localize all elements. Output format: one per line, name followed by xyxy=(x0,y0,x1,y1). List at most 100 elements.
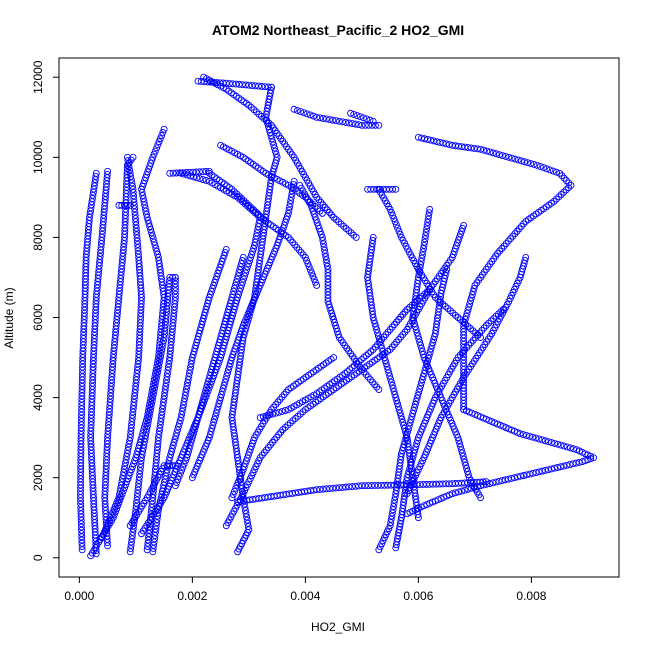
data-point xyxy=(171,435,179,443)
y-tick-label: 12000 xyxy=(31,60,45,94)
data-point xyxy=(250,437,257,444)
data-point xyxy=(362,352,370,359)
data-point xyxy=(249,248,256,255)
data-point xyxy=(355,358,363,365)
data-point xyxy=(116,496,124,504)
data-point xyxy=(163,373,171,381)
data-point xyxy=(464,471,472,479)
data-point xyxy=(208,363,216,371)
data-point xyxy=(239,466,247,474)
data-point xyxy=(151,528,159,536)
data-point xyxy=(378,344,386,352)
data-point xyxy=(239,253,247,261)
data-point xyxy=(181,457,189,465)
data-point xyxy=(430,137,438,145)
data-point xyxy=(372,121,379,129)
data-point xyxy=(243,516,251,524)
data-point xyxy=(424,215,432,223)
data-point xyxy=(189,168,197,176)
data-point xyxy=(316,207,324,215)
data-point xyxy=(244,451,252,459)
data-point xyxy=(191,423,199,431)
data-point xyxy=(216,336,224,343)
data-point xyxy=(499,152,506,159)
data-point xyxy=(548,465,555,473)
data-point xyxy=(188,354,196,361)
data-point xyxy=(415,388,423,396)
data-point xyxy=(381,357,389,365)
data-point xyxy=(342,483,350,491)
data-point xyxy=(190,348,198,355)
data-point xyxy=(316,485,324,493)
data-point xyxy=(541,437,549,445)
data-point xyxy=(237,472,245,480)
data-point xyxy=(517,157,525,165)
data-point xyxy=(132,379,140,387)
data-point xyxy=(154,250,162,258)
data-point xyxy=(158,408,166,416)
data-point xyxy=(135,476,143,484)
data-point xyxy=(186,441,194,449)
data-point xyxy=(426,480,434,488)
data-point xyxy=(391,218,399,226)
data-point xyxy=(412,326,420,334)
data-point xyxy=(173,479,181,487)
data-point xyxy=(139,192,147,200)
data-point xyxy=(412,397,420,405)
data-point xyxy=(387,515,395,523)
data-point xyxy=(328,310,336,317)
data-point xyxy=(133,496,141,504)
data-point xyxy=(456,351,464,359)
data-point xyxy=(131,205,139,213)
data-point xyxy=(560,188,568,196)
data-point xyxy=(297,108,304,116)
data-point xyxy=(160,395,168,403)
data-point xyxy=(374,329,381,337)
data-point xyxy=(112,508,119,516)
data-point xyxy=(361,482,369,490)
data-point xyxy=(77,510,85,518)
data-point xyxy=(116,491,123,498)
data-point xyxy=(202,306,210,313)
data-point xyxy=(289,184,297,192)
data-point xyxy=(244,318,252,326)
data-point xyxy=(243,454,251,462)
data-point xyxy=(560,174,568,182)
data-point xyxy=(128,414,136,422)
data-point xyxy=(320,240,327,248)
data-point xyxy=(182,385,190,393)
data-point xyxy=(199,168,207,176)
data-point xyxy=(78,539,86,547)
data-point xyxy=(482,322,490,329)
data-point xyxy=(449,251,457,258)
data-point xyxy=(279,224,287,232)
data-point xyxy=(157,418,165,426)
data-point xyxy=(177,414,185,422)
data-point xyxy=(311,278,319,286)
data-point xyxy=(146,406,154,414)
data-point xyxy=(188,474,196,482)
data-point xyxy=(235,333,243,341)
data-point xyxy=(208,366,216,374)
data-point xyxy=(216,397,224,405)
data-point xyxy=(148,497,156,505)
data-point xyxy=(155,362,163,370)
data-point xyxy=(155,427,163,435)
data-point xyxy=(198,399,206,407)
x-tick-label: 0.008 xyxy=(516,589,546,603)
x-tick-label: 0.006 xyxy=(403,589,433,603)
data-point xyxy=(126,201,134,209)
data-point xyxy=(313,219,321,227)
data-point xyxy=(255,211,263,218)
data-point xyxy=(418,134,425,142)
data-point xyxy=(200,393,208,401)
data-point xyxy=(192,420,200,428)
data-point xyxy=(442,269,450,276)
data-point xyxy=(145,165,153,173)
data-point xyxy=(339,483,346,491)
data-point xyxy=(339,118,346,126)
data-point xyxy=(355,482,363,490)
data-point xyxy=(286,203,293,211)
data-point xyxy=(452,242,460,250)
data-point xyxy=(308,204,316,212)
